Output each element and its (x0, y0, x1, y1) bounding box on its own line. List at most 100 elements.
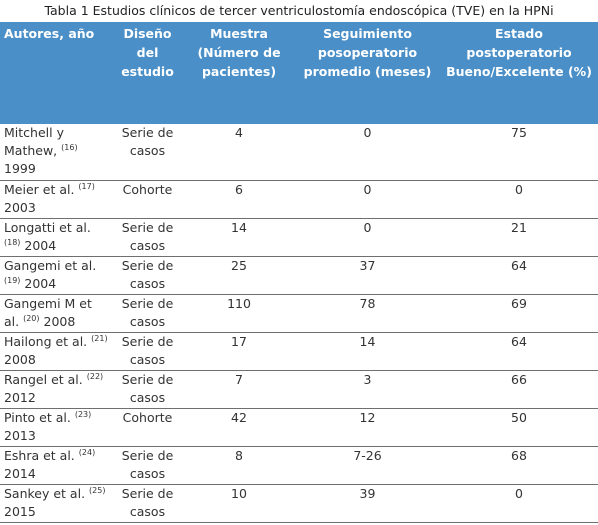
author-year: 2015 (4, 503, 36, 519)
reference-number: (25) (89, 485, 106, 495)
cell-outcome: 68 (440, 446, 598, 485)
cell-sample: 42 (183, 408, 295, 447)
reference-number: (23) (74, 409, 92, 419)
header-row: Autores, año Diseño del estudio Muestra … (0, 22, 598, 124)
reference-number: (24) (78, 447, 96, 457)
reference-number: (20) (23, 313, 40, 323)
cell-sample: 7 (183, 370, 295, 409)
cell-followup: 3 (295, 370, 440, 409)
table-row: Rangel et al. (22) 2012 Serie de casos 7 3 6… (0, 370, 598, 409)
cell-followup: 78 (295, 294, 440, 333)
author-name: Longatti et al. (4, 219, 91, 235)
cell-design: Serie de casos (112, 218, 183, 257)
table-row: Eshra et al. (24) 2014 Serie de casos 8 7-2… (0, 446, 598, 485)
author-name: Eshra et al. (4, 447, 75, 463)
table-row: Sankey et al. (25) 2015 Serie de casos 10 3… (0, 484, 598, 523)
table-row: Meier et al. (17) 2003 Cohorte 6 0 0 (0, 180, 598, 219)
table-row: Gangemi et al. (19) 2004 Serie de casos 25… (0, 256, 598, 295)
cell-sample: 17 (183, 332, 295, 371)
author-year: 2012 (4, 389, 36, 405)
cell-author: Hailong et al. (21) 2008 (0, 332, 112, 371)
cell-design: Serie de casos (112, 484, 183, 523)
header-followup: Seguimiento posoperatorio promedio (mese… (295, 22, 440, 124)
cell-design: Serie de casos (112, 294, 183, 333)
cell-author: Gangemi et al. (19) 2004 (0, 256, 112, 295)
cell-author: Meier et al. (17) 2003 (0, 180, 112, 219)
cell-design: Serie de casos (112, 446, 183, 485)
author-name: Gangemi M et al. (4, 295, 92, 329)
cell-sample: 14 (183, 218, 295, 257)
table-row: Pinto et al. (23) 2013 Cohorte 42 12 50 (0, 408, 598, 447)
cell-author: Sankey et al. (25) 2015 (0, 484, 112, 523)
reference-number: (18) (4, 237, 21, 247)
author-year: 1999 (4, 161, 36, 176)
reference-number: (22) (86, 371, 104, 381)
author-year: 2008 (43, 313, 76, 329)
author-name: Mitchell y Mathew, (4, 125, 64, 158)
cell-sample: 4 (183, 124, 295, 181)
cell-author: Mitchell y Mathew, (16) 1999 (0, 124, 112, 181)
cell-outcome: 69 (440, 294, 598, 333)
table-row: Longatti et al. (18) 2004 Serie de casos 1… (0, 218, 598, 257)
cell-followup: 0 (295, 218, 440, 257)
table-row: Mitchell y Mathew, (16) 1999 Serie de cas… (0, 124, 598, 181)
cell-design: Cohorte (112, 408, 183, 447)
cell-followup: 39 (295, 484, 440, 523)
header-outcome: Estado postoperatorio Bueno/Excelente (%… (440, 22, 598, 124)
cell-author: Rangel et al. (22) 2012 (0, 370, 112, 409)
cell-outcome: 64 (440, 256, 598, 295)
clinical-studies-table: Autores, año Diseño del estudio Muestra … (0, 22, 598, 523)
author-year: 2008 (4, 351, 36, 367)
cell-design: Serie de casos (112, 370, 183, 409)
cell-followup: 7-26 (295, 446, 440, 485)
reference-number: (17) (78, 181, 95, 191)
cell-design: Serie de casos (112, 332, 183, 371)
cell-outcome: 66 (440, 370, 598, 409)
cell-outcome: 50 (440, 408, 598, 447)
cell-outcome: 75 (440, 124, 598, 181)
cell-outcome: 0 (440, 484, 598, 523)
author-year: 2014 (4, 465, 36, 481)
cell-outcome: 21 (440, 218, 598, 257)
reference-number: (19) (4, 275, 21, 285)
cell-design: Cohorte (112, 180, 183, 219)
cell-author: Eshra et al. (24) 2014 (0, 446, 112, 485)
cell-followup: 12 (295, 408, 440, 447)
reference-number: (16) (61, 142, 78, 152)
cell-author: Longatti et al. (18) 2004 (0, 218, 112, 257)
cell-sample: 8 (183, 446, 295, 485)
header-sample: Muestra (Número de pacientes) (183, 22, 295, 124)
cell-sample: 110 (183, 294, 295, 333)
cell-followup: 0 (295, 124, 440, 181)
author-name: Gangemi et al. (4, 257, 97, 273)
cell-followup: 0 (295, 180, 440, 219)
table-row: Hailong et al. (21) 2008 Serie de casos 17… (0, 332, 598, 371)
table-header: Autores, año Diseño del estudio Muestra … (0, 22, 598, 124)
cell-outcome: 0 (440, 180, 598, 219)
header-author: Autores, año (0, 22, 112, 124)
author-name: Sankey et al. (4, 485, 86, 501)
author-year: 2003 (4, 199, 36, 215)
author-name: Pinto et al. (4, 409, 71, 425)
header-design: Diseño del estudio (112, 22, 183, 124)
author-name: Meier et al. (4, 181, 75, 197)
table-body: Mitchell y Mathew, (16) 1999 Serie de cas… (0, 124, 598, 523)
cell-design: Serie de casos (112, 256, 183, 295)
cell-followup: 37 (295, 256, 440, 295)
author-year: 2004 (24, 275, 57, 291)
cell-sample: 6 (183, 180, 295, 219)
author-name: Hailong et al. (4, 333, 88, 349)
table-row: Gangemi M et al. (20) 2008 Serie de casos… (0, 294, 598, 333)
reference-number: (21) (91, 333, 108, 343)
cell-followup: 14 (295, 332, 440, 371)
table-caption: Tabla 1 Estudios clínicos de tercer vent… (44, 3, 554, 18)
author-year: 2013 (4, 427, 36, 443)
author-year: 2004 (24, 237, 57, 253)
author-name: Rangel et al. (4, 371, 83, 387)
cell-sample: 25 (183, 256, 295, 295)
cell-outcome: 64 (440, 332, 598, 371)
cell-author: Pinto et al. (23) 2013 (0, 408, 112, 447)
cell-author: Gangemi M et al. (20) 2008 (0, 294, 112, 333)
cell-design: Serie de casos (112, 124, 183, 181)
cell-sample: 10 (183, 484, 295, 523)
